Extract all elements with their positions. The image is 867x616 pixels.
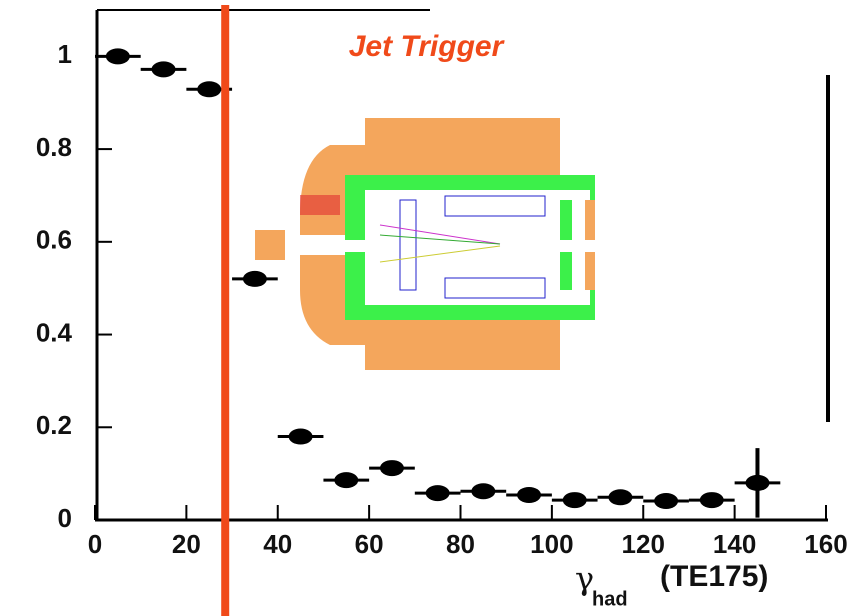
data-point	[243, 271, 267, 287]
data-point	[745, 475, 769, 491]
x-tick-label: 40	[263, 529, 292, 559]
data-point	[334, 472, 358, 488]
data-point	[152, 61, 176, 77]
x-tick-label: 80	[446, 529, 475, 559]
y-tick-label: 0	[58, 503, 72, 533]
x-axis-label: (TE175)	[660, 560, 768, 593]
detector-inset	[255, 118, 600, 370]
y-tick-label: 1	[58, 39, 72, 69]
y-tick-label: 0.4	[36, 317, 73, 347]
x-tick-label: 160	[804, 529, 847, 559]
y-tick-label: 0.6	[36, 225, 72, 255]
data-point	[380, 460, 404, 476]
x-tick-label: 120	[622, 529, 665, 559]
x-tick-label: 100	[530, 529, 573, 559]
data-point	[289, 429, 313, 445]
x-tick-label: 140	[713, 529, 756, 559]
data-point	[700, 492, 724, 508]
data-point	[426, 485, 450, 501]
x-tick-label: 60	[355, 529, 384, 559]
x-tick-label: 0	[88, 529, 102, 559]
y-tick-label: 0.8	[36, 132, 72, 162]
data-point	[197, 81, 221, 97]
chart-title: Jet Trigger	[349, 30, 506, 63]
x-tick-label: 20	[172, 529, 201, 559]
data-point	[563, 492, 587, 508]
chart: Jet Trigger γ had (TE175) 00.20.40.60.81…	[0, 0, 867, 616]
x-label-subscript: had	[592, 588, 628, 610]
data-point	[608, 489, 632, 505]
data-point	[471, 483, 495, 499]
data-point	[517, 487, 541, 503]
data-point	[654, 493, 678, 509]
y-tick-label: 0.2	[36, 410, 72, 440]
data-point	[106, 48, 130, 64]
